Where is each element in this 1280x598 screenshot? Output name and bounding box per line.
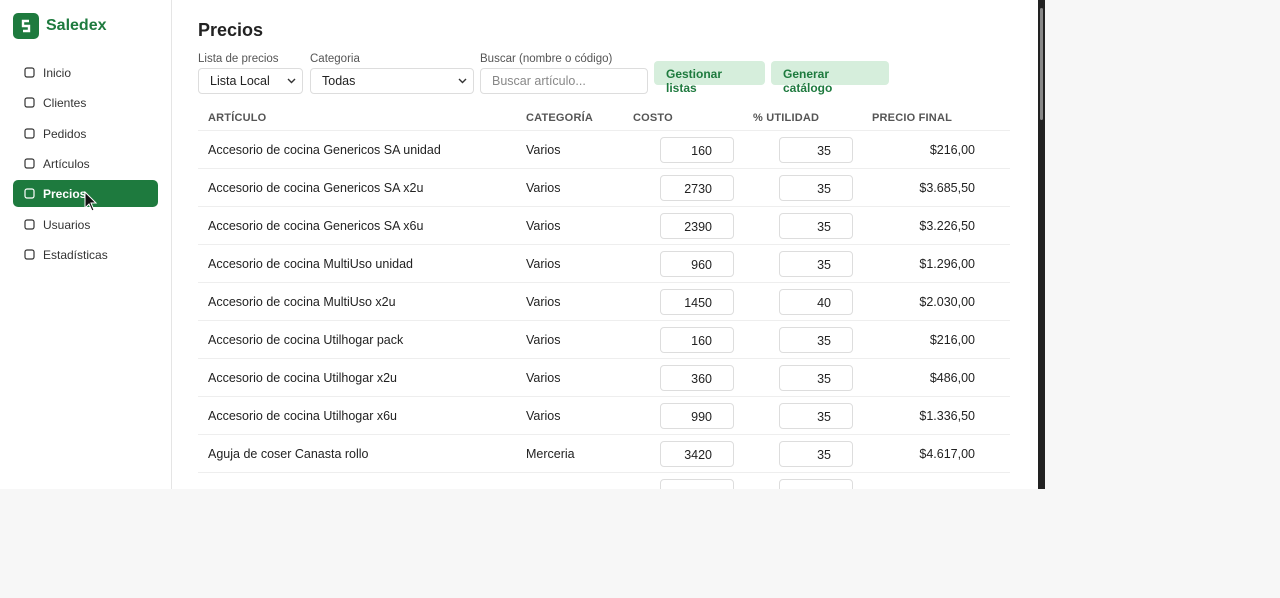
- final-price: $1.336,50: [919, 409, 975, 423]
- button[interactable]: Gestionar listas: [654, 61, 765, 95]
- category: Varios: [526, 143, 561, 157]
- category: Varios: [526, 409, 561, 423]
- scrollbar[interactable]: [1038, 0, 1045, 489]
- article-name: Accesorio de cocina Genericos SA unidad: [208, 143, 441, 157]
- margin-input[interactable]: 35: [779, 175, 853, 201]
- nav-item[interactable]: Estadísticas: [13, 241, 158, 268]
- column-header: PRECIO FINAL: [872, 112, 953, 124]
- cost-input[interactable]: 990: [660, 403, 734, 429]
- final-price: $486,00: [929, 371, 975, 385]
- cost-input[interactable]: 3420: [660, 441, 734, 467]
- margin-input[interactable]: 40: [779, 289, 853, 315]
- cost-input[interactable]: 160: [660, 327, 734, 353]
- final-price: $2.030,00: [919, 295, 975, 309]
- margin-input[interactable]: 35: [779, 441, 853, 467]
- select[interactable]: Lista Local: [198, 68, 303, 94]
- article-name: Accesorio de cocina Utilhogar x6u: [208, 409, 397, 423]
- nav-item[interactable]: Pedidos: [13, 120, 158, 147]
- category: Varios: [526, 295, 561, 309]
- nav-label: Precios: [43, 187, 87, 202]
- brand: Saledex: [46, 17, 107, 34]
- nav-item[interactable]: Inicio: [13, 59, 158, 86]
- table-row: Aguja de coser Canasta rollo Merceria 3420…: [198, 435, 1010, 473]
- table-row-partial: [198, 473, 1010, 489]
- category: Varios: [526, 181, 561, 195]
- final-price: $216,00: [929, 143, 975, 157]
- category: Varios: [526, 219, 561, 233]
- margin-input[interactable]: 35: [779, 365, 853, 391]
- chevron: [287, 78, 296, 84]
- chevron: [458, 78, 467, 84]
- page-title: Precios: [198, 20, 264, 40]
- category: Varios: [526, 333, 561, 347]
- margin-input[interactable]: [779, 479, 853, 489]
- table-row: Accesorio de cocina Utilhogar x6u Varios 9…: [198, 397, 1010, 435]
- article-name: Accesorio de cocina Utilhogar x2u: [208, 371, 397, 385]
- filter-label: Categoria: [310, 53, 360, 65]
- final-price: $3.685,50: [919, 181, 975, 195]
- cost-input[interactable]: 2390: [660, 213, 734, 239]
- filter-label: Buscar (nombre o código): [480, 53, 613, 65]
- column-header: CATEGORÍA: [526, 112, 593, 124]
- table-row: Accesorio de cocina Genericos SA unidad V…: [198, 131, 1010, 169]
- article-name: Accesorio de cocina MultiUso unidad: [208, 257, 413, 271]
- nav-item[interactable]: Usuarios: [13, 211, 158, 238]
- margin-input[interactable]: 35: [779, 403, 853, 429]
- final-price: $216,00: [929, 333, 975, 347]
- app: Saledex Inicio Clientes Pedidos Artículos Pr…: [0, 0, 1045, 489]
- logo: [13, 13, 39, 39]
- article-name: Accesorio de cocina Utilhogar pack: [208, 333, 404, 347]
- sidebar: Saledex Inicio Clientes Pedidos Artículos Pr…: [0, 0, 172, 489]
- article-name: Accesorio de cocina MultiUso x2u: [208, 295, 396, 309]
- column-header: ARTÍCULO: [208, 112, 267, 124]
- category: Varios: [526, 257, 561, 271]
- margin-input[interactable]: 35: [779, 137, 853, 163]
- select[interactable]: Todas: [310, 68, 474, 94]
- nav-label: Usuarios: [43, 217, 91, 232]
- column-header: COSTO: [633, 112, 673, 124]
- category: Merceria: [526, 447, 575, 461]
- cost-input[interactable]: 2730: [660, 175, 734, 201]
- final-price: $4.617,00: [919, 447, 975, 461]
- table-row: Accesorio de cocina Genericos SA x2u Vari…: [198, 169, 1010, 207]
- table-row: Accesorio de cocina Genericos SA x6u Vari…: [198, 207, 1010, 245]
- article-name: Accesorio de cocina Genericos SA x2u: [208, 181, 424, 195]
- table-row: Accesorio de cocina Utilhogar x2u Varios 3…: [198, 359, 1010, 397]
- nav-item[interactable]: Artículos: [13, 150, 158, 177]
- column-header: % UTILIDAD: [753, 112, 820, 124]
- nav-label: Pedidos: [43, 126, 87, 141]
- cost-input[interactable]: 160: [660, 137, 734, 163]
- nav-label: Estadísticas: [43, 247, 108, 262]
- cursor: [84, 191, 98, 212]
- header-divider: [198, 130, 1010, 131]
- nav-label: Inicio: [43, 66, 72, 80]
- cost-input[interactable]: 1450: [660, 289, 734, 315]
- category: Varios: [526, 371, 561, 385]
- nav-label: Artículos: [43, 156, 90, 171]
- final-price: $3.226,50: [919, 219, 975, 233]
- button[interactable]: Generar catálogo: [771, 61, 889, 95]
- cost-input[interactable]: [660, 479, 734, 489]
- search-input[interactable]: Buscar artículo...: [480, 68, 648, 94]
- table-row: Accesorio de cocina MultiUso unidad Vario…: [198, 245, 1010, 283]
- nav-item[interactable]: Clientes: [13, 89, 158, 116]
- table-row: Accesorio de cocina MultiUso x2u Varios 14…: [198, 283, 1010, 321]
- cost-input[interactable]: 360: [660, 365, 734, 391]
- scroll-thumb[interactable]: [1040, 8, 1043, 120]
- table-row: Accesorio de cocina Utilhogar pack Varios…: [198, 321, 1010, 359]
- margin-input[interactable]: 35: [779, 251, 853, 277]
- article-name: Aguja de coser Canasta rollo: [208, 447, 369, 461]
- margin-input[interactable]: 35: [779, 327, 853, 353]
- final-price: $1.296,00: [919, 257, 975, 271]
- margin-input[interactable]: 35: [779, 213, 853, 239]
- nav-label: Clientes: [43, 96, 87, 111]
- filter-label: Lista de precios: [198, 53, 279, 65]
- article-name: Accesorio de cocina Genericos SA x6u: [208, 219, 424, 233]
- cost-input[interactable]: 960: [660, 251, 734, 277]
